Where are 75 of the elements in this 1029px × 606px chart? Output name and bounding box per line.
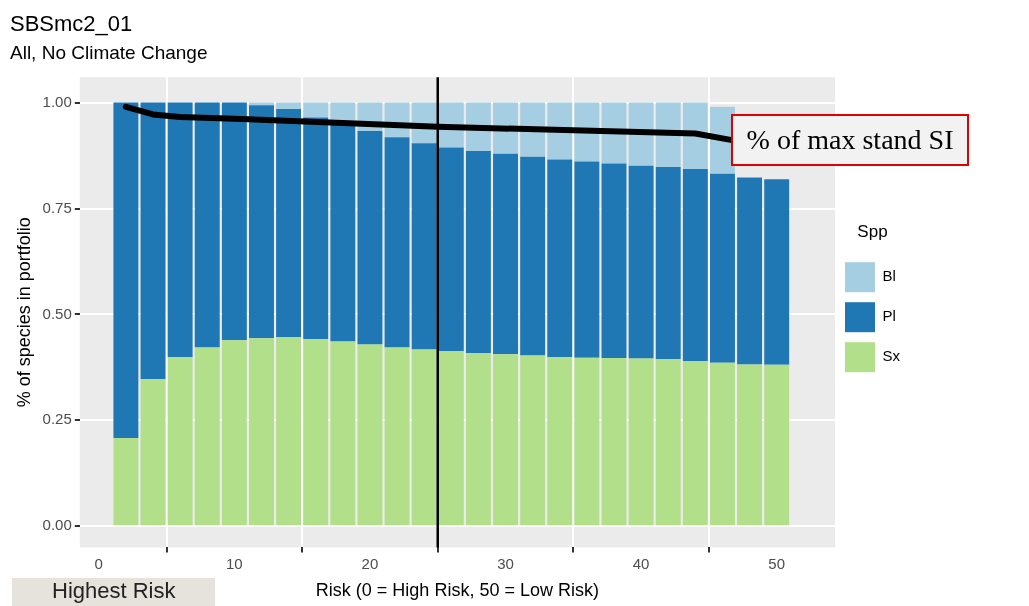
legend-label: Sx: [882, 347, 901, 365]
y-axis-title: % of species in portfolio: [13, 217, 34, 408]
bar: [655, 359, 681, 526]
y-tick-label: 0.75: [42, 198, 72, 216]
bar: [194, 102, 220, 348]
bar: [574, 161, 600, 358]
bar: [574, 357, 600, 526]
bar: [520, 156, 546, 356]
bar: [655, 167, 681, 360]
bar: [465, 150, 491, 353]
bar: [384, 347, 410, 526]
x-tick-label: 10: [226, 554, 243, 572]
bar: [547, 357, 573, 526]
bar: [682, 169, 708, 362]
bar: [601, 163, 627, 359]
bar: [303, 102, 329, 118]
bar: [140, 102, 166, 380]
bar: [438, 147, 464, 352]
bar: [601, 358, 627, 526]
bar: [411, 143, 437, 350]
bar: [709, 173, 735, 363]
legend-label: Pl: [882, 307, 896, 325]
bar: [411, 349, 437, 526]
x-axis-title: Risk (0 = High Risk, 50 = Low Risk): [315, 580, 599, 601]
bar: [520, 355, 546, 526]
bar: [682, 102, 708, 170]
bar: [140, 379, 166, 526]
bar: [682, 361, 708, 526]
bar: [655, 102, 681, 167]
bar: [303, 117, 329, 339]
bar: [709, 362, 735, 526]
x-tick-label: 20: [361, 554, 379, 572]
legend-label: Bl: [882, 267, 896, 285]
series-label: % of max stand SI: [730, 113, 970, 166]
bar: [357, 344, 383, 526]
y-tick-label: 0.50: [42, 304, 72, 322]
bar: [249, 105, 274, 339]
bar: [493, 153, 518, 355]
bar: [438, 351, 464, 526]
bar: [276, 108, 302, 338]
bar: [167, 357, 193, 526]
bar: [221, 102, 247, 341]
bar: [276, 102, 302, 109]
bar: [547, 159, 573, 358]
bar: [465, 352, 491, 526]
y-tick-label: 1.00: [42, 92, 72, 110]
bar: [628, 358, 654, 526]
chart-subtitle: All, No Climate Change: [10, 42, 208, 64]
bar: [194, 347, 220, 526]
bar: [737, 177, 763, 365]
bar: [628, 165, 654, 359]
bar: [249, 338, 274, 526]
y-tick-label: 0.25: [42, 410, 72, 428]
x-tick-label: 30: [497, 554, 514, 572]
chart-title: SBSmc2_01: [10, 11, 133, 37]
bar: [493, 354, 518, 526]
x-tick-label: 50: [768, 554, 786, 572]
bar: [628, 102, 654, 166]
bar: [764, 179, 790, 365]
bar: [113, 438, 139, 526]
bar: [221, 340, 247, 526]
bar: [384, 137, 410, 348]
bar: [113, 102, 139, 439]
bar: [764, 364, 790, 526]
legend-title: Spp: [857, 221, 888, 241]
text: Highest Risk: [12, 578, 216, 606]
bar: [303, 338, 329, 526]
bar: [357, 131, 383, 345]
bar: [276, 337, 302, 526]
x-tick-label: 0: [94, 554, 103, 572]
x-tick-label: 40: [632, 554, 650, 572]
bar: [737, 364, 763, 526]
y-tick-label: 0.00: [42, 516, 72, 534]
bar: [330, 341, 356, 526]
bar: [167, 102, 193, 358]
